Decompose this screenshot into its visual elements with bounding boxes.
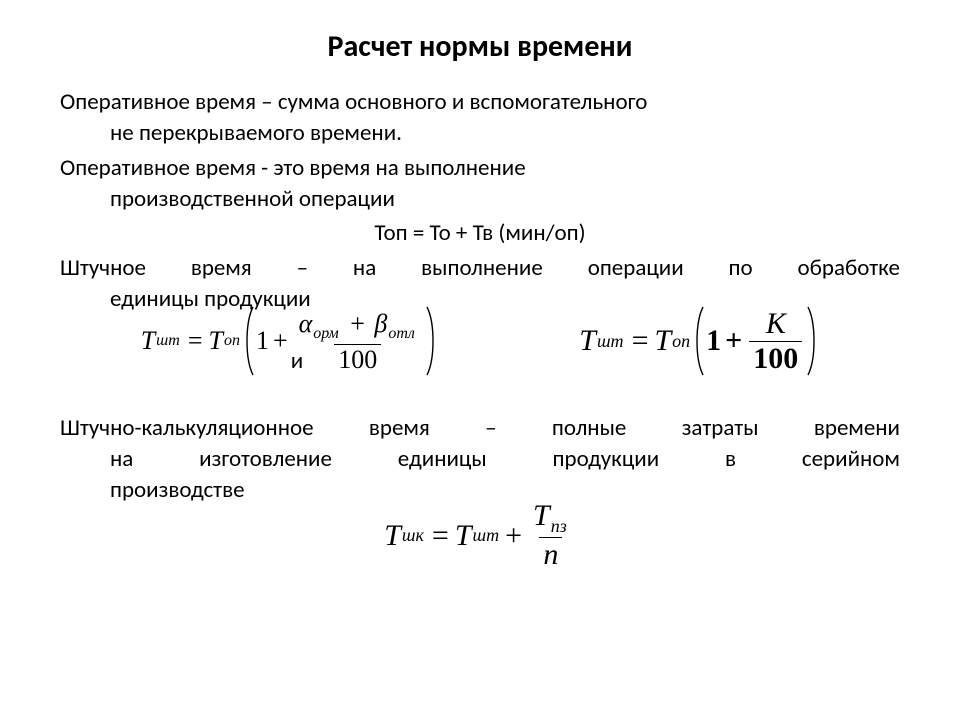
formula-t-sht-k: T шт = T оп 1 + К 100 <box>579 305 819 377</box>
sub-orm: орм <box>313 325 338 342</box>
p1-line2: не перекрываемого времени. <box>60 118 900 149</box>
sym-T: T <box>141 326 155 356</box>
sym-T: T <box>208 326 222 356</box>
sub-sht: шт <box>473 525 500 546</box>
sym-eq: = <box>432 519 449 553</box>
sub-sht: шт <box>597 331 624 352</box>
sym-T: T <box>654 324 671 358</box>
sym-plus: + <box>725 324 742 358</box>
paren-close-icon <box>424 305 438 377</box>
sub-op: оп <box>672 331 690 352</box>
sub-pz: пз <box>551 516 567 536</box>
sym-T: T <box>533 499 550 532</box>
equation-top: Топ = То + Тв (мин/оп) <box>60 219 900 247</box>
sym-T: T <box>579 324 596 358</box>
p2-line2: производственной операции <box>60 184 900 215</box>
sym-eq: = <box>632 324 649 358</box>
sub-shk: шк <box>402 525 424 546</box>
p4-line1: Штучно-калькуляционное время – полные за… <box>60 413 900 444</box>
sym-K: К <box>762 308 790 341</box>
fraction-alpha-beta: αорм + βотл 100 <box>295 310 421 373</box>
sym-plus: + <box>350 309 365 338</box>
sym-n: n <box>539 537 562 571</box>
sym-plus: + <box>273 326 288 356</box>
slide-title: Расчет нормы времени <box>60 28 900 65</box>
num-hundred: 100 <box>749 341 802 375</box>
sym-alpha: α <box>299 309 313 338</box>
paragraph-4: Штучно-калькуляционное время – полные за… <box>60 413 900 506</box>
num-one: 1 <box>706 324 721 358</box>
formula-row: T шт = T оп 1 + αорм + βотл <box>60 305 900 377</box>
sub-otl: отл <box>388 325 415 342</box>
paragraph-1: Оперативное время – сумма основного и вс… <box>60 87 900 149</box>
sym-T: T <box>455 519 472 553</box>
paren-open-icon <box>692 305 706 377</box>
paren-open-icon <box>242 305 256 377</box>
sym-T: T <box>384 519 401 553</box>
p2-line1: Оперативное время - это время на выполне… <box>60 154 526 182</box>
sym-beta: β <box>374 309 387 338</box>
p1-line1: Оперативное время – сумма основного и вс… <box>60 88 647 116</box>
sub-sht: шт <box>156 332 180 350</box>
paren-close-icon <box>805 305 819 377</box>
sub-op: оп <box>224 332 240 350</box>
num-hundred: 100 <box>334 344 381 373</box>
p3-line1: Штучное время – на выполнение операции п… <box>60 253 900 284</box>
num-one: 1 <box>256 326 269 356</box>
sym-plus: + <box>505 519 522 553</box>
formula-t-sht-alpha-beta: T шт = T оп 1 + αорм + βотл <box>141 305 438 377</box>
formula-t-shk: T шк = T шт + Tпз n <box>384 500 576 570</box>
conj-and: и <box>291 347 303 375</box>
fraction-k: К 100 <box>749 308 802 374</box>
paragraph-2: Оперативное время - это время на выполне… <box>60 153 900 215</box>
p4-line2: на изготовление единицы продукции в сери… <box>60 444 900 475</box>
sym-eq: = <box>188 326 203 356</box>
fraction-tpz-n: Tпз n <box>529 500 573 570</box>
